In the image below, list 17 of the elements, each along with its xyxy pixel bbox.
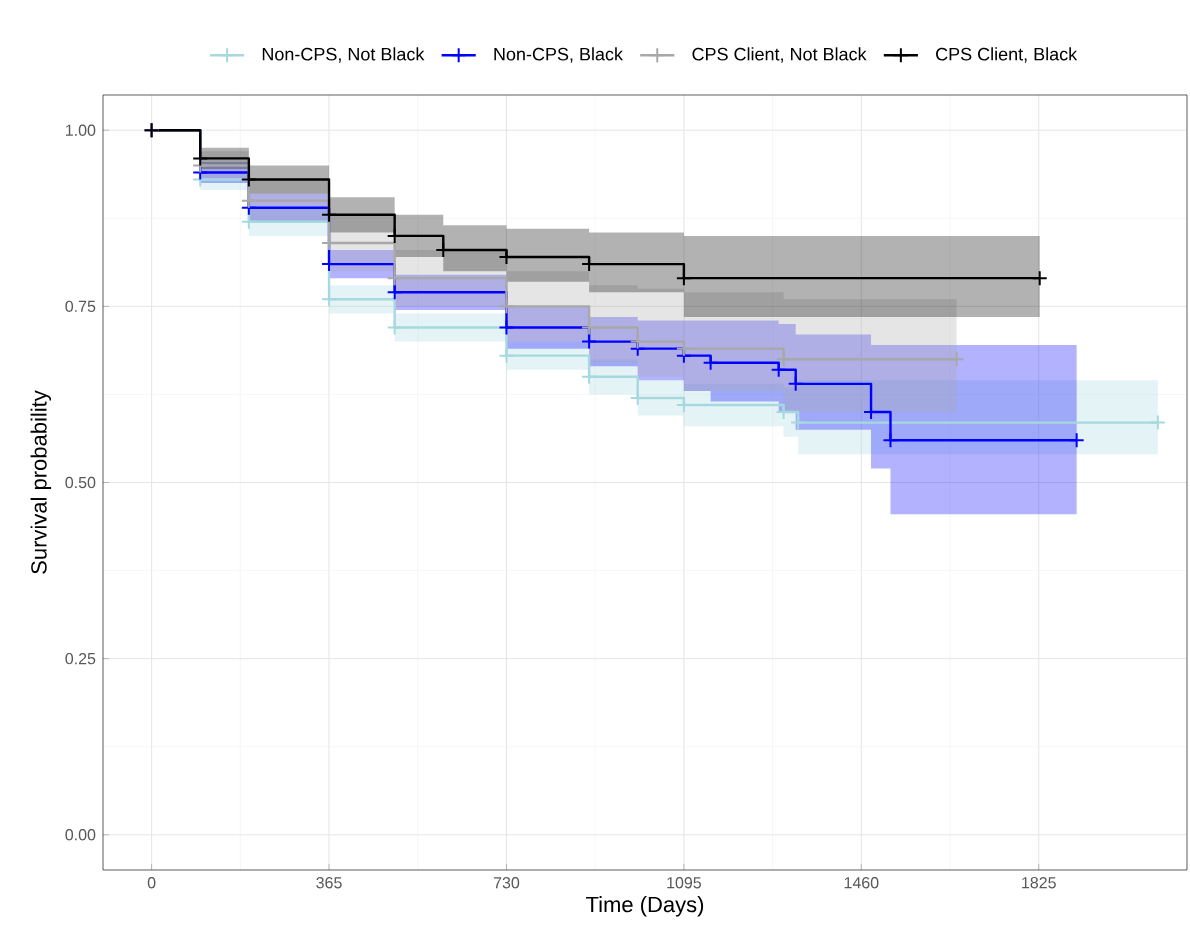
- legend-label: Non-CPS, Not Black: [262, 47, 425, 63]
- y-axis-title: Survival probability: [30, 390, 52, 574]
- legend-label: Non-CPS, Black: [494, 47, 623, 63]
- x-tick-label: 365: [316, 877, 342, 889]
- y-tick-label: 0.25: [65, 652, 96, 665]
- y-tick-label: 0.75: [65, 300, 96, 313]
- x-axis-title: Time (Days): [586, 896, 704, 917]
- x-tick-label: 1460: [844, 877, 879, 889]
- y-tick-label: 0.50: [65, 476, 96, 489]
- x-tick-label: 0: [147, 877, 156, 889]
- legend-label: CPS Client, Not Black: [692, 47, 867, 63]
- x-tick-label: 1825: [1022, 877, 1056, 889]
- x-tick-label: 730: [493, 877, 520, 889]
- y-tick-label: 1.00: [66, 124, 96, 136]
- legend-label: CPS Client, Black: [936, 47, 1078, 63]
- y-tick-label: 0.00: [65, 829, 96, 841]
- x-tick-label: 1095: [667, 877, 701, 889]
